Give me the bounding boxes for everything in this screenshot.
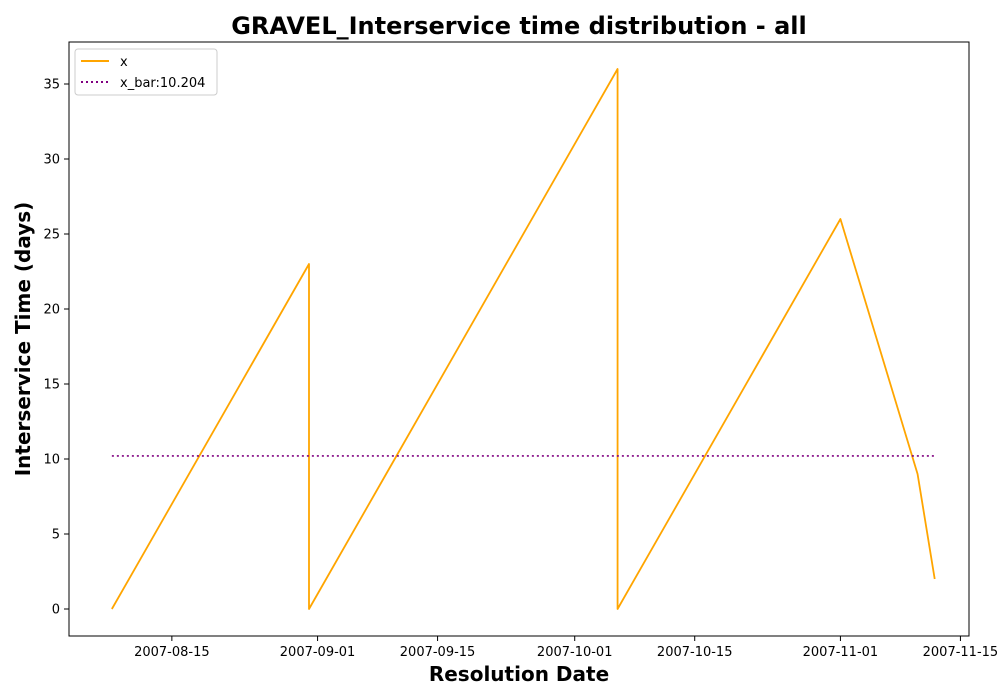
legend-label-x-bar: x_bar:10.204 [120,76,205,91]
y-tick-label: 35 [43,78,60,93]
y-tick-label: 0 [52,603,60,618]
x-tick-label: 2007-09-15 [400,645,476,660]
x-tick-label: 2007-10-01 [537,645,613,660]
y-tick-label: 30 [43,153,60,168]
plot-area [69,42,969,636]
chart-title: GRAVEL_Interservice time distribution - … [231,12,807,40]
y-tick-label: 15 [43,378,60,393]
y-tick-label: 25 [43,228,60,243]
y-tick-label: 10 [43,453,60,468]
x-tick-label: 2007-11-01 [803,645,879,660]
x-tick-label: 2007-10-15 [657,645,733,660]
x-tick-label: 2007-09-01 [280,645,356,660]
x-axis-label: Resolution Date [429,662,609,686]
legend-label-x: x [120,55,128,70]
x-tick-label: 2007-11-15 [923,645,999,660]
x-tick-label: 2007-08-15 [134,645,210,660]
y-tick-label: 5 [52,528,60,543]
legend: x x_bar:10.204 [75,49,217,95]
y-tick-label: 20 [43,303,60,318]
y-axis-label: Interservice Time (days) [11,202,35,477]
